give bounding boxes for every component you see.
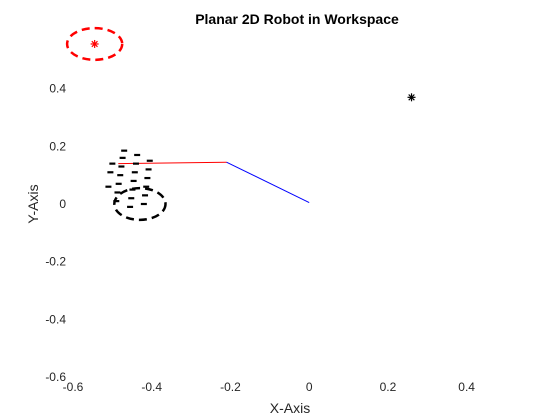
x-tick-label: -0.6 [63, 380, 84, 394]
chart-title: Planar 2D Robot in Workspace [195, 11, 399, 27]
y-tick-label: 0.2 [49, 139, 66, 153]
goal-star-marker [90, 39, 99, 48]
x-tick-label: 0.4 [458, 380, 475, 394]
y-tick-label: -0.2 [45, 255, 66, 269]
y-tick-label: 0 [59, 197, 66, 211]
y-tick-label: 0.4 [49, 82, 66, 96]
goal-circle [65, 26, 124, 62]
y-axis-label: Y-Axis [25, 184, 41, 223]
y-tick-label: -0.4 [45, 312, 66, 326]
x-axis-label: X-Axis [270, 400, 310, 416]
x-tick-label: -0.2 [220, 380, 241, 394]
x-tick-label: 0 [306, 380, 313, 394]
x-tick-label: -0.4 [141, 380, 162, 394]
plot-area: -0.6 -0.4 -0.2 0 0.2 0.4 -0.6 -0.4 -0.2 0 0.2 0.4 [45, 26, 475, 394]
y-tick-label: -0.6 [45, 370, 66, 384]
robot-link-1 [226, 161, 310, 204]
target-star-marker [407, 93, 416, 102]
trail-circle [113, 186, 167, 222]
x-tick-label: 0.2 [380, 380, 397, 394]
